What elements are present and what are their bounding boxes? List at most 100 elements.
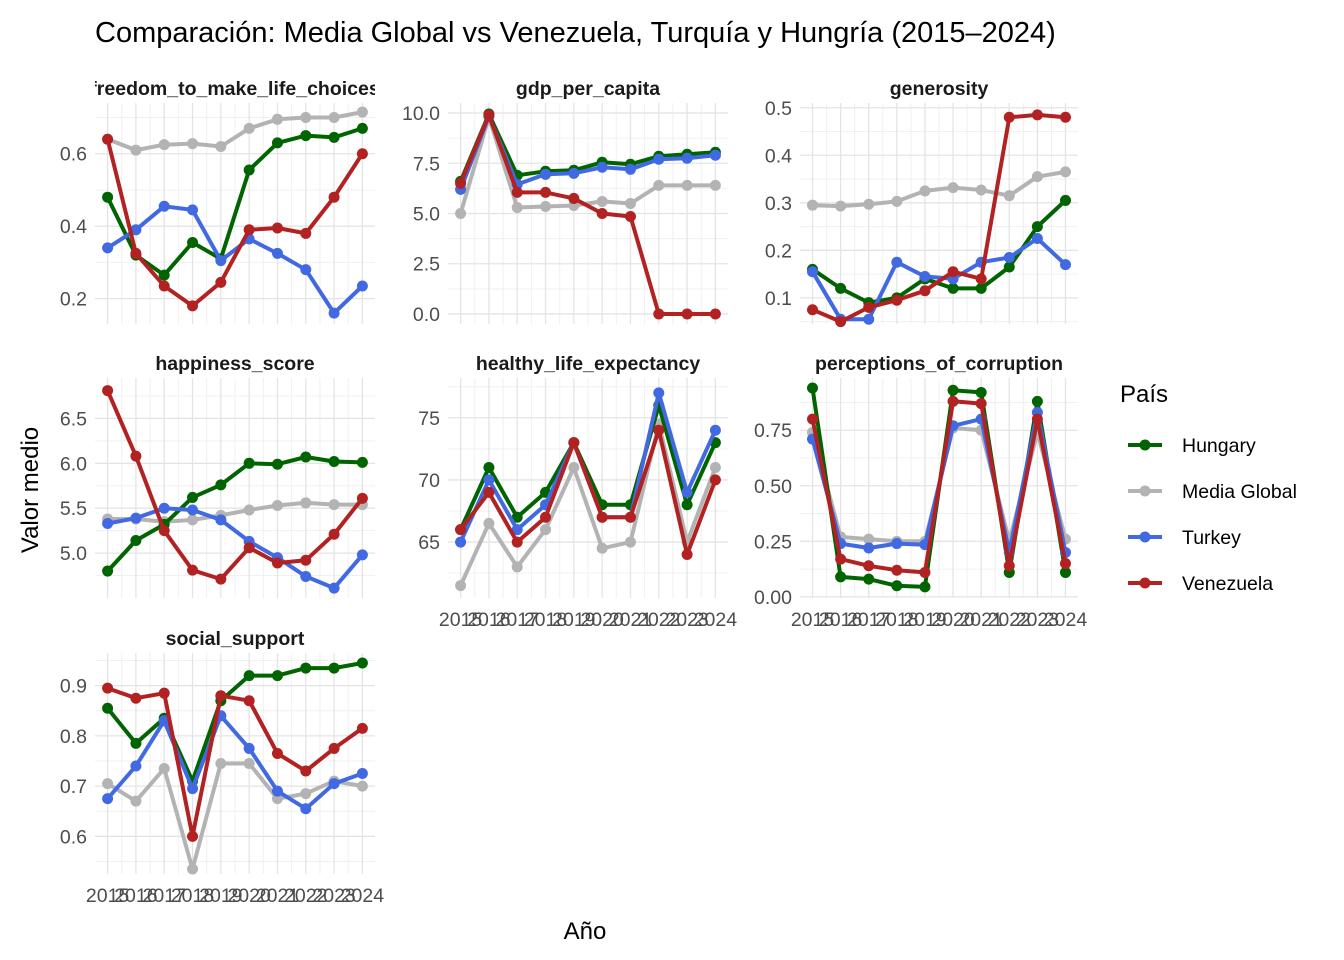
- data-point-media-global: [300, 111, 312, 123]
- y-tick-label: 0.00: [754, 587, 792, 609]
- series-line-media-global: [458, 115, 718, 216]
- data-point-venezuela: [271, 222, 283, 234]
- panel-freedom-to-make-life-choices: freedom_to_make_life_choices 0.2 0.4 0.6: [60, 78, 375, 324]
- series-line-hungary: [105, 661, 365, 784]
- data-point-turkey: [568, 167, 580, 179]
- data-point-venezuela: [596, 511, 608, 523]
- series-media-global-gdp-per-capita: [455, 111, 721, 219]
- legend-item-turkey: Turkey: [1128, 527, 1241, 549]
- series-media-global-generosity: [807, 166, 1071, 212]
- x-tick-label: 2022: [284, 885, 327, 907]
- series-line-venezuela: [105, 137, 365, 308]
- data-point-hungary: [975, 282, 987, 294]
- data-point-venezuela: [187, 564, 199, 576]
- x-tick-label: 2018: [524, 609, 567, 631]
- series-line-hungary: [105, 126, 365, 278]
- data-point-hungary: [1059, 194, 1071, 206]
- series-line-venezuela: [810, 399, 1068, 575]
- data-point-turkey: [158, 200, 170, 212]
- legend-label: Hungary: [1182, 435, 1256, 457]
- legend-key-point: [1139, 531, 1151, 543]
- data-point-venezuela: [102, 682, 114, 694]
- data-point-turkey: [328, 582, 340, 594]
- y-tick-label: 0.5: [765, 98, 792, 120]
- data-point-media-global: [243, 758, 255, 769]
- data-point-venezuela: [919, 566, 931, 578]
- x-tick-label: 2016: [467, 609, 510, 631]
- y-axis-title: Valor medio: [17, 427, 44, 553]
- data-point-media-global: [243, 122, 255, 134]
- legend-label: Turkey: [1182, 527, 1241, 549]
- data-point-venezuela: [568, 437, 580, 449]
- x-tick-label: 2015: [86, 885, 130, 907]
- data-point-hungary: [891, 580, 903, 592]
- data-point-media-global: [300, 788, 312, 800]
- data-point-venezuela: [511, 186, 523, 198]
- data-point-hungary: [975, 386, 987, 398]
- y-tick-label: 0.2: [765, 240, 792, 262]
- data-point-venezuela: [624, 211, 636, 223]
- data-point-media-global: [807, 199, 819, 211]
- data-point-turkey: [328, 307, 340, 319]
- data-point-media-global: [596, 195, 608, 207]
- data-point-venezuela: [215, 573, 227, 585]
- y-tick-label: 0.6: [60, 144, 87, 166]
- data-point-turkey: [596, 161, 608, 173]
- data-point-venezuela: [328, 191, 340, 203]
- data-point-turkey: [681, 152, 693, 164]
- panel-generosity: generosity 0.1 0.2 0.3 0.4 0.5: [765, 78, 1078, 328]
- legend-label: Venezuela: [1182, 573, 1273, 595]
- data-point-hungary: [483, 461, 495, 473]
- data-point-venezuela: [356, 492, 368, 504]
- data-point-venezuela: [807, 304, 819, 316]
- x-tick-label: 2023: [312, 885, 355, 907]
- data-point-venezuela: [130, 692, 142, 704]
- y-tick-label: 70: [418, 470, 440, 492]
- data-point-hungary: [130, 737, 142, 749]
- y-tick-label: 6.0: [60, 453, 87, 475]
- data-point-turkey: [130, 760, 142, 772]
- data-point-venezuela: [975, 273, 987, 285]
- data-point-hungary: [243, 457, 255, 469]
- data-point-turkey: [328, 778, 340, 790]
- y-tick-label: 0.1: [765, 288, 792, 310]
- x-tick-label: 2023: [665, 609, 708, 631]
- data-point-turkey: [300, 570, 312, 582]
- data-point-turkey: [455, 536, 467, 548]
- legend: País Hungary Media Global Turkey Venezuela: [1120, 381, 1297, 595]
- data-point-turkey: [102, 242, 114, 254]
- legend-key-point: [1139, 485, 1151, 497]
- series-line-hungary: [105, 455, 365, 574]
- data-point-venezuela: [653, 424, 665, 436]
- x-tick-label: 2015: [791, 609, 835, 631]
- strip-label-perceptions-of-corruption: perceptions_of_corruption: [815, 353, 1063, 375]
- data-point-hungary: [681, 499, 693, 511]
- data-point-hungary: [863, 573, 875, 585]
- data-point-turkey: [158, 715, 170, 727]
- data-point-hungary: [807, 382, 819, 394]
- data-point-venezuela: [356, 148, 368, 160]
- strip-label-generosity: generosity: [890, 78, 989, 100]
- data-point-turkey: [158, 502, 170, 514]
- data-point-venezuela: [1031, 109, 1043, 121]
- data-point-hungary: [215, 479, 227, 491]
- data-point-venezuela: [624, 511, 636, 523]
- data-point-turkey: [511, 524, 523, 536]
- data-point-turkey: [1003, 251, 1015, 263]
- data-point-hungary: [1031, 221, 1043, 233]
- y-tick-label: 2.5: [413, 254, 440, 276]
- data-point-venezuela: [835, 553, 847, 565]
- data-point-hungary: [356, 122, 368, 134]
- data-point-venezuela: [863, 560, 875, 572]
- data-point-turkey: [483, 474, 495, 486]
- y-tick-label: 0.8: [60, 726, 87, 748]
- y-tick-label: 0.7: [60, 776, 87, 798]
- series-venezuela-freedom-to-make-life-choices: [102, 133, 368, 312]
- data-point-media-global: [271, 500, 283, 512]
- series-venezuela-perceptions-of-corruption: [807, 395, 1071, 578]
- data-point-turkey: [653, 387, 665, 399]
- data-point-hungary: [243, 670, 255, 682]
- data-point-hungary: [300, 662, 312, 674]
